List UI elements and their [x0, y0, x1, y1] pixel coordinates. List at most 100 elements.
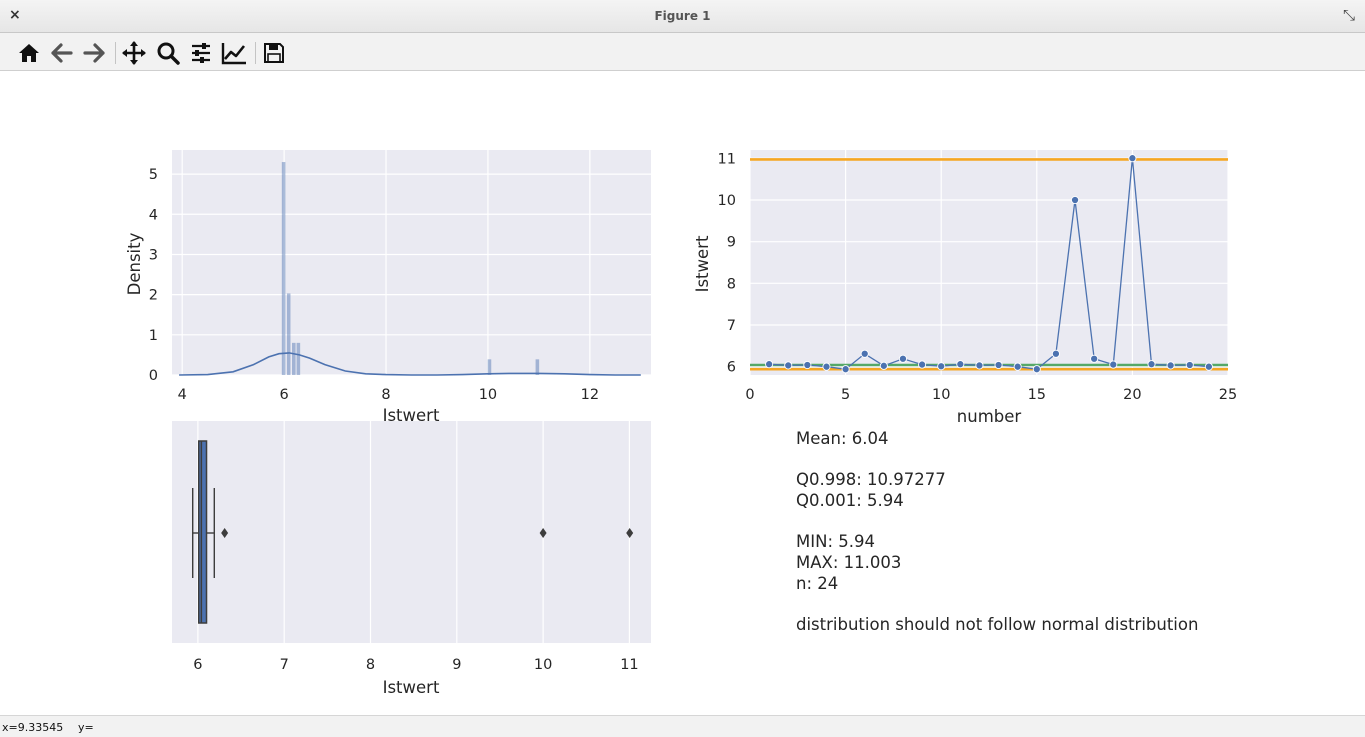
data-point — [860, 349, 869, 358]
boxplot-xtick-label: 6 — [193, 657, 202, 673]
data-point — [1166, 361, 1175, 370]
box-iqr — [198, 440, 208, 624]
forward-button[interactable] — [81, 40, 107, 66]
data-point — [918, 360, 927, 369]
histogram-bar — [286, 293, 291, 375]
status-bar: x=9.33545 y= — [0, 715, 1365, 737]
data-point — [1032, 365, 1041, 374]
boxplot-xtick-label: 8 — [366, 657, 375, 673]
data-point — [879, 361, 888, 370]
window-title: Figure 1 — [654, 9, 711, 23]
boxplot-xlabel: Istwert — [383, 678, 440, 697]
run-chart-xtick-label: 20 — [1123, 387, 1141, 403]
window-titlebar: × Figure 1 ⤡ — [0, 0, 1365, 33]
histogram-ylabel: Density — [125, 232, 144, 295]
home-button[interactable] — [16, 40, 42, 66]
data-point — [803, 360, 812, 370]
data-point — [898, 354, 908, 363]
data-point — [1109, 360, 1118, 369]
histogram-bar — [487, 359, 492, 375]
data-point — [822, 362, 831, 371]
data-point — [937, 362, 946, 371]
histogram-xtick-label: 8 — [381, 387, 390, 403]
histogram-bar — [281, 162, 286, 375]
boxplot-xtick-label: 11 — [620, 657, 638, 673]
histogram-xtick-label: 4 — [178, 387, 187, 403]
data-point — [841, 365, 850, 374]
histogram-bar — [535, 359, 540, 375]
run-chart-ytick-label: 10 — [718, 193, 736, 209]
configure-subplots-button[interactable] — [188, 40, 214, 66]
close-icon[interactable]: × — [9, 7, 21, 23]
boxplot-xtick-label: 10 — [534, 657, 552, 673]
data-point — [1013, 362, 1022, 371]
outlier-marker — [539, 528, 547, 538]
cursor-x-readout: x=9.33545 — [2, 721, 64, 734]
save-button[interactable] — [261, 40, 287, 66]
histogram-xtick-label: 10 — [479, 387, 497, 403]
data-point — [1051, 349, 1060, 358]
run-chart-ytick-label: 8 — [727, 276, 736, 292]
stat-mean: Mean: 6.04 — [796, 429, 889, 448]
statistics-summary: Mean: 6.04 Q0.998: 10.97277 Q0.001: 5.94… — [796, 429, 1198, 636]
boxplot-axes[interactable]: 6 7 8 9 10 11 Istwert — [172, 421, 651, 697]
home-icon — [19, 44, 39, 62]
run-chart-ytick-label: 7 — [727, 318, 736, 334]
run-chart-xtick-label: 0 — [745, 387, 754, 403]
run-chart-plot-area — [750, 150, 1228, 375]
sliders-icon — [192, 43, 210, 63]
run-chart-xtick-label: 5 — [841, 387, 850, 403]
boxplot-xtick-label: 7 — [280, 657, 289, 673]
move-icon — [122, 41, 146, 65]
histogram-ytick-label: 4 — [149, 207, 158, 223]
run-chart-xlabel: number — [957, 407, 1022, 426]
data-point — [1090, 354, 1099, 363]
histogram-ytick-label: 5 — [149, 167, 158, 183]
edit-axes-button[interactable] — [221, 40, 247, 66]
data-point — [765, 360, 774, 369]
histogram-xtick-label: 12 — [581, 387, 599, 403]
toolbar-separator — [255, 42, 256, 64]
pan-button[interactable] — [121, 40, 147, 66]
outlier-marker — [221, 528, 229, 538]
kde-curve — [179, 352, 641, 376]
boxplot-xtick-label: 9 — [452, 657, 461, 673]
data-point — [975, 361, 984, 370]
histogram-xlabel: Istwert — [383, 406, 440, 425]
run-chart-xtick-label: 15 — [1028, 387, 1046, 403]
arrow-right-icon — [83, 43, 105, 63]
data-point — [994, 360, 1003, 370]
histogram-plot-area — [172, 150, 651, 375]
data-point — [1185, 360, 1194, 370]
stat-q998: Q0.998: 10.97277 — [796, 470, 946, 490]
floppy-icon — [264, 43, 284, 63]
line-chart-icon — [221, 43, 246, 65]
histogram-xtick-label: 6 — [279, 387, 288, 403]
run-chart-ytick-label: 9 — [727, 235, 736, 251]
histogram-bar — [296, 342, 301, 375]
data-point — [1128, 154, 1137, 163]
stat-q001: Q0.001: 5.94 — [796, 491, 904, 511]
toolbar-separator — [115, 42, 116, 64]
run-chart-ylabel: Istwert — [693, 235, 712, 292]
data-point — [784, 361, 793, 370]
histogram-ytick-label: 1 — [149, 328, 158, 344]
restore-icon[interactable]: ⤡ — [1342, 6, 1355, 24]
cursor-y-readout: y= — [78, 721, 94, 734]
histogram-ytick-label: 2 — [149, 288, 158, 304]
histogram-ytick-label: 3 — [149, 247, 158, 263]
data-point — [1070, 195, 1080, 205]
data-point — [956, 360, 965, 369]
histogram-ytick-label: 0 — [149, 368, 158, 384]
run-chart-axes[interactable]: 0 5 10 15 20 25 6 7 8 9 10 11 number Istwert — [693, 150, 1237, 426]
run-chart-xtick-label: 10 — [932, 387, 950, 403]
run-chart-xtick-label: 25 — [1219, 387, 1237, 403]
data-point — [1147, 360, 1156, 369]
zoom-button[interactable] — [155, 40, 181, 66]
run-chart-ytick-label: 11 — [718, 151, 736, 167]
boxplot-plot-area — [172, 421, 651, 643]
back-button[interactable] — [49, 40, 75, 66]
